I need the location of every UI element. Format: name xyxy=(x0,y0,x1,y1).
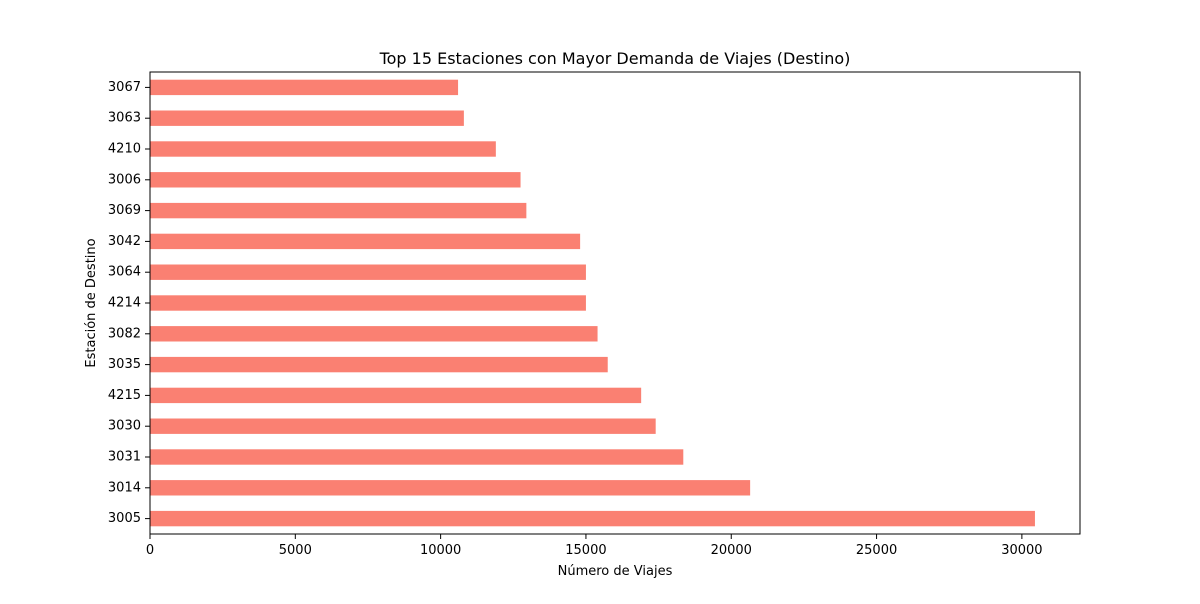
y-tick-label: 3006 xyxy=(108,172,141,187)
bar-4210 xyxy=(150,141,496,157)
bar-4214 xyxy=(150,295,586,311)
y-tick-label: 3030 xyxy=(108,419,141,434)
y-tick-label: 3031 xyxy=(108,450,141,465)
y-axis-label: Estación de Destino xyxy=(84,238,99,367)
bar-3082 xyxy=(150,326,598,342)
bar-3067 xyxy=(150,79,459,96)
bar-3069 xyxy=(150,202,527,219)
x-tick-label: 5000 xyxy=(279,543,312,558)
x-tick-label: 10000 xyxy=(420,543,461,558)
y-tick-label: 3014 xyxy=(108,480,141,495)
y-tick-label: 3082 xyxy=(108,326,141,341)
y-tick-label: 4215 xyxy=(108,388,141,403)
y-tick-label: 4210 xyxy=(108,142,141,157)
bar-3014 xyxy=(150,480,751,496)
x-axis-label: Número de Viajes xyxy=(558,564,673,579)
bar-4215 xyxy=(150,387,642,404)
bar-3006 xyxy=(150,172,521,188)
y-tick-label: 3035 xyxy=(108,357,141,372)
chart-title: Top 15 Estaciones con Mayor Demanda de V… xyxy=(379,49,851,68)
bar-3063 xyxy=(150,110,464,126)
y-tick-label: 3067 xyxy=(108,80,141,95)
bar-3042 xyxy=(150,233,581,250)
y-tick-label: 3064 xyxy=(108,265,141,280)
y-tick-label: 3042 xyxy=(108,234,141,249)
bar-3064 xyxy=(150,264,586,280)
x-tick-label: 0 xyxy=(146,543,154,558)
x-axis-ticks: 0 5000 10000 15000 20000 25000 30000 xyxy=(146,534,1043,558)
y-tick-label: 3005 xyxy=(108,511,141,526)
y-tick-label: 3069 xyxy=(108,203,141,218)
x-tick-label: 30000 xyxy=(1001,543,1042,558)
bar-3035 xyxy=(150,356,608,373)
y-tick-label: 3063 xyxy=(108,111,141,126)
x-tick-label: 25000 xyxy=(856,543,897,558)
y-axis-ticks: 3005 3014 3031 3030 4215 3035 3082 4214 3064 3042… xyxy=(108,80,150,526)
bar-3005 xyxy=(150,510,1035,527)
y-tick-label: 4214 xyxy=(108,296,141,311)
bar-3031 xyxy=(150,449,684,465)
plot-area-frame xyxy=(149,71,1081,535)
x-tick-label: 15000 xyxy=(565,543,606,558)
bars-group xyxy=(150,79,1035,527)
x-tick-label: 20000 xyxy=(711,543,752,558)
bar-3030 xyxy=(150,418,656,434)
